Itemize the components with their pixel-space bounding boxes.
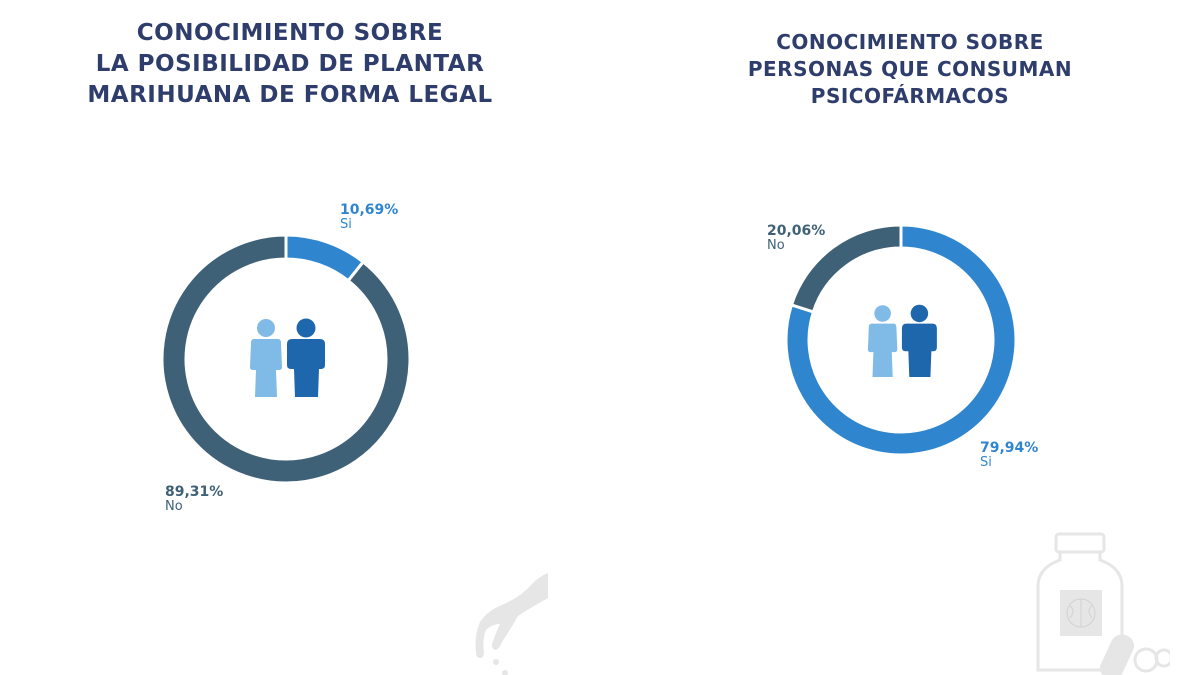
label-si-left: 10,69% Si bbox=[340, 203, 398, 231]
segment-value: 10,69% bbox=[340, 202, 399, 218]
donut-chart-psicofarmacos bbox=[784, 223, 1018, 457]
people-icon bbox=[250, 318, 325, 397]
label-no-right: 20,06% No bbox=[767, 224, 825, 252]
chart-title-psicofarmacos: CONOCIMIENTO SOBRE PERSONAS QUE CONSUMAN… bbox=[700, 29, 1120, 110]
segment-value: 89,31% bbox=[165, 484, 224, 500]
female-figure-icon bbox=[250, 319, 282, 397]
segment-label: Si bbox=[980, 455, 992, 470]
segment-label: Si bbox=[340, 217, 352, 232]
title-line: PERSONAS QUE CONSUMAN bbox=[747, 57, 1073, 81]
title-line: LA POSIBILIDAD DE PLANTAR bbox=[95, 51, 485, 77]
title-line: CONOCIMIENTO SOBRE bbox=[776, 30, 1044, 54]
segment-value: 20,06% bbox=[767, 223, 826, 239]
title-line: MARIHUANA DE FORMA LEGAL bbox=[87, 82, 493, 108]
donut-segment-si bbox=[784, 223, 1018, 457]
hand-planting-icon bbox=[475, 573, 548, 675]
segment-value: 79,94% bbox=[980, 440, 1039, 456]
female-figure-icon bbox=[867, 305, 898, 377]
donut-segment-si bbox=[284, 233, 366, 283]
segment-label: No bbox=[165, 499, 183, 514]
label-no-left: 89,31% No bbox=[165, 485, 223, 513]
male-figure-icon bbox=[287, 318, 325, 397]
donut-segment-no bbox=[160, 233, 412, 485]
title-line: PSICOFÁRMACOS bbox=[810, 84, 1010, 108]
people-icon bbox=[867, 304, 937, 377]
title-line: CONOCIMIENTO SOBRE bbox=[136, 20, 444, 46]
male-figure-icon bbox=[901, 304, 937, 377]
donut-chart-marihuana bbox=[160, 233, 412, 485]
donut-segment-no bbox=[789, 223, 903, 314]
label-si-right: 79,94% Si bbox=[980, 441, 1038, 469]
pill-bottle-icon bbox=[1036, 532, 1170, 675]
segment-label: No bbox=[767, 238, 785, 253]
chart-title-marihuana: CONOCIMIENTO SOBRE LA POSIBILIDAD DE PLA… bbox=[60, 18, 520, 111]
